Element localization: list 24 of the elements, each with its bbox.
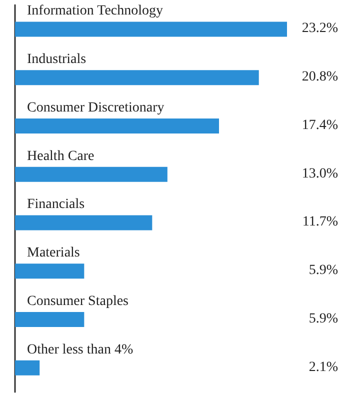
bar: [15, 22, 287, 37]
y-tick-label: Health Care: [27, 148, 94, 164]
y-tick-label: Consumer Staples: [27, 294, 128, 309]
y-tick-label: Other less than 4%: [27, 342, 134, 358]
y-tick-label: Financials: [27, 197, 85, 212]
bar: [15, 118, 219, 134]
bar: [15, 70, 259, 86]
data-label: 13.0%: [302, 166, 338, 182]
data-label: 11.7%: [302, 214, 338, 230]
bar: [15, 166, 168, 182]
y-tick-label: Materials: [27, 246, 80, 261]
y-tick-label: Information Technology: [27, 4, 164, 19]
bar: [15, 215, 152, 230]
data-label: 17.4%: [302, 118, 338, 133]
data-label: 2.1%: [308, 360, 338, 375]
data-label: 5.9%: [308, 311, 338, 326]
data-label: 23.2%: [302, 21, 338, 36]
y-tick-label: Industrials: [27, 52, 86, 68]
bar: [15, 264, 84, 279]
y-tick-label: Consumer Discretionary: [27, 100, 164, 116]
bar: [15, 360, 40, 376]
data-label: 20.8%: [302, 70, 338, 85]
data-label: 5.9%: [308, 263, 338, 278]
bar: [15, 312, 84, 327]
